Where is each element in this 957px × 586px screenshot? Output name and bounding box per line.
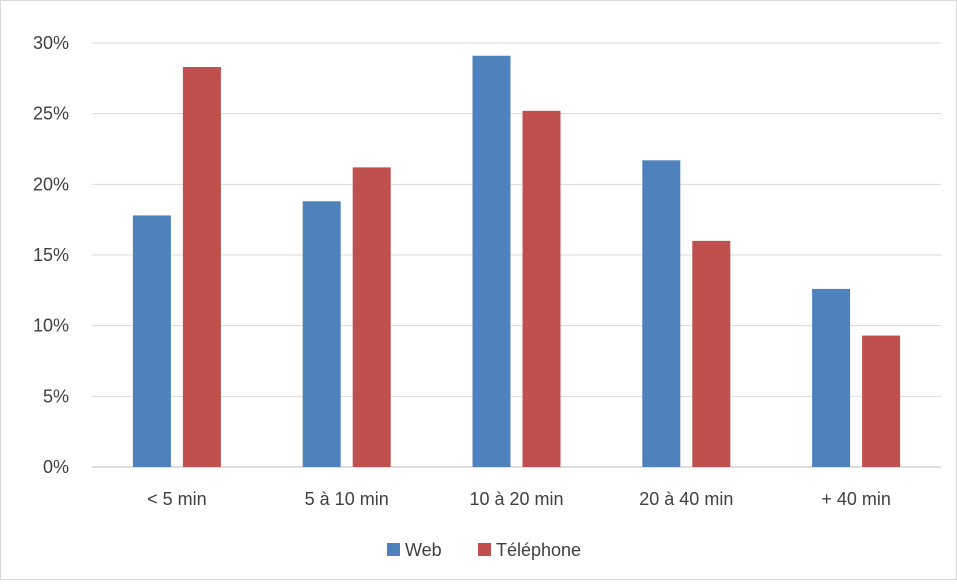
gridlines — [92, 42, 941, 468]
y-tick-label: 10% — [33, 316, 69, 336]
x-tick-label: < 5 min — [147, 489, 207, 509]
x-tick-label: 10 à 20 min — [469, 489, 563, 509]
bar-telephone — [692, 240, 731, 467]
bar-telephone — [522, 110, 561, 467]
legend-label: Web — [405, 540, 442, 560]
bar-telephone — [352, 167, 391, 467]
bar-web — [472, 55, 511, 467]
bar-web — [812, 288, 851, 467]
x-tick-label: + 40 min — [821, 489, 891, 509]
legend-swatch — [478, 543, 491, 556]
legend-label: Téléphone — [496, 540, 581, 560]
x-tick-label: 20 à 40 min — [639, 489, 733, 509]
y-tick-label: 30% — [33, 33, 69, 53]
y-tick-label: 0% — [43, 457, 69, 477]
bars — [132, 55, 901, 467]
legend: Web Téléphone — [387, 540, 581, 560]
x-tick-label: 5 à 10 min — [305, 489, 389, 509]
bar-web — [302, 201, 341, 467]
y-tick-label: 20% — [33, 174, 69, 194]
legend-swatch — [387, 543, 400, 556]
y-tick-label: 5% — [43, 386, 69, 406]
bar-telephone — [182, 67, 221, 467]
bar-web — [132, 215, 171, 467]
x-axis-ticks: < 5 min 5 à 10 min 10 à 20 min 20 à 40 min +… — [147, 489, 891, 509]
bar-web — [642, 160, 681, 467]
bar-telephone — [862, 335, 901, 467]
y-tick-label: 15% — [33, 245, 69, 265]
y-axis-ticks: 0% 5% 10% 15% 20% 25% 30% — [33, 33, 69, 477]
y-tick-label: 25% — [33, 104, 69, 124]
